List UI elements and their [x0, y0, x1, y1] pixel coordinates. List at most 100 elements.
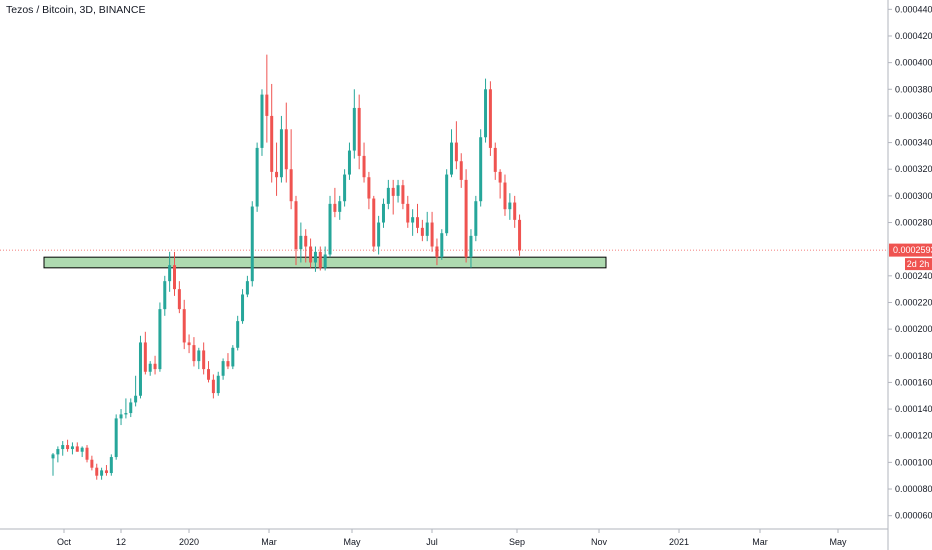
candle-down	[270, 115, 274, 172]
candle-down	[177, 289, 181, 310]
candle-down	[275, 171, 279, 178]
candle-down	[464, 179, 468, 258]
candle-up	[241, 294, 245, 322]
candle-up	[352, 107, 356, 151]
candle-down	[90, 459, 94, 468]
candle-down	[318, 251, 322, 268]
candle-down	[391, 187, 395, 196]
countdown-tag-text: 2d 2h	[907, 259, 930, 269]
candle-down	[202, 350, 206, 370]
candle-up	[508, 202, 512, 210]
candle-down	[503, 182, 507, 210]
candle-down	[289, 169, 293, 202]
x-tick-label: Nov	[591, 537, 608, 547]
candle-down	[226, 361, 230, 367]
candle-down	[182, 309, 186, 343]
candle-up	[197, 350, 201, 362]
candle-up	[323, 254, 327, 268]
candle-up	[347, 150, 351, 175]
y-tick-label: 0.0004400	[895, 4, 932, 14]
candle-down	[357, 107, 361, 156]
candle-up	[396, 185, 400, 196]
candle-down	[498, 171, 502, 183]
candle-up	[245, 281, 249, 295]
candle-down	[401, 185, 405, 204]
candle-down	[488, 89, 492, 148]
candle-up	[51, 454, 55, 459]
candle-up	[61, 445, 65, 450]
candle-down	[207, 369, 211, 380]
x-tick-label: Jul	[426, 537, 438, 547]
candle-up	[148, 363, 152, 372]
candle-down	[435, 246, 439, 258]
candle-up	[134, 395, 138, 403]
last-price-tag	[889, 243, 932, 257]
candle-down	[75, 446, 79, 452]
candle-down	[420, 227, 424, 236]
candle-down	[192, 345, 196, 362]
candle-down	[143, 342, 147, 372]
candle-up	[279, 129, 283, 178]
candle-down	[85, 447, 89, 460]
candle-down	[173, 265, 176, 290]
candle-up	[231, 347, 235, 367]
candle-up	[450, 142, 454, 175]
candle-up	[70, 446, 74, 450]
candle-down	[459, 161, 463, 180]
chart-title: Tezos / Bitcoin, 3D, BINANCE	[6, 4, 146, 16]
candle-down	[294, 201, 298, 250]
candle-down	[95, 467, 99, 476]
x-tick-label: Mar	[752, 537, 768, 547]
x-tick-label: 12	[116, 537, 126, 547]
x-tick-label: Oct	[57, 537, 72, 547]
candle-down	[265, 94, 269, 116]
candle-down	[333, 203, 337, 212]
candle-down	[416, 217, 419, 228]
candle-up	[411, 217, 415, 223]
candle-up	[124, 413, 128, 415]
candle-up	[484, 89, 488, 138]
candle-up	[109, 457, 113, 474]
candle-up	[474, 201, 478, 236]
candle-up	[80, 447, 84, 452]
candle-down	[406, 203, 410, 223]
candle-up	[250, 206, 254, 282]
candle-down	[187, 342, 191, 346]
countdown-tag	[905, 258, 932, 271]
candle-down	[304, 235, 308, 247]
candle-up	[216, 375, 220, 394]
candle-up	[168, 265, 172, 282]
x-tick-label: 2020	[179, 537, 199, 547]
x-tick-label: May	[829, 537, 847, 547]
candle-up	[158, 309, 162, 370]
candle-down	[372, 198, 376, 247]
candle-up	[299, 235, 303, 250]
candle-down	[284, 129, 288, 170]
candle-up	[377, 222, 381, 247]
candle-up	[129, 402, 133, 414]
candle-down	[362, 155, 366, 178]
candle-up	[221, 361, 225, 376]
candle-up	[445, 174, 449, 234]
candle-down	[430, 222, 434, 247]
candle-down	[513, 202, 517, 220]
candle-up	[440, 233, 444, 258]
candle-up	[381, 203, 385, 223]
x-tick-label: Mar	[261, 537, 277, 547]
